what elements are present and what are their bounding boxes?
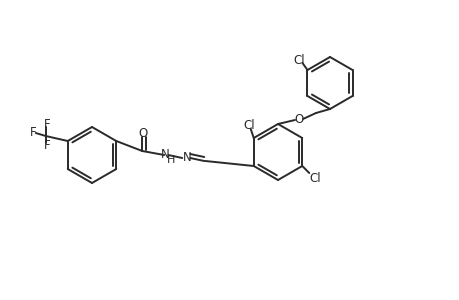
Text: F: F bbox=[29, 125, 36, 139]
Text: N: N bbox=[183, 151, 191, 164]
Text: O: O bbox=[138, 127, 147, 140]
Text: H: H bbox=[167, 155, 175, 165]
Text: N: N bbox=[161, 148, 169, 160]
Text: F: F bbox=[43, 139, 50, 152]
Text: Cl: Cl bbox=[242, 118, 254, 131]
Text: F: F bbox=[43, 118, 50, 130]
Text: Cl: Cl bbox=[293, 53, 305, 67]
Text: Cl: Cl bbox=[309, 172, 320, 184]
Text: O: O bbox=[294, 112, 303, 125]
